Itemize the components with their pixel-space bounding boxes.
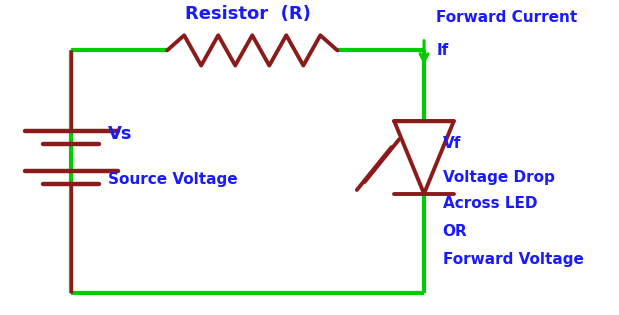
Text: Across LED: Across LED	[443, 196, 537, 211]
Text: If: If	[436, 43, 449, 58]
Text: Forward Current: Forward Current	[436, 10, 578, 25]
Text: Source Voltage: Source Voltage	[108, 172, 238, 187]
Text: Forward Voltage: Forward Voltage	[443, 252, 584, 267]
Text: Vf: Vf	[443, 136, 461, 151]
Text: Voltage Drop: Voltage Drop	[443, 170, 555, 186]
Text: OR: OR	[443, 224, 467, 239]
Text: Resistor  (R): Resistor (R)	[184, 5, 311, 23]
Text: Vs: Vs	[108, 125, 133, 143]
